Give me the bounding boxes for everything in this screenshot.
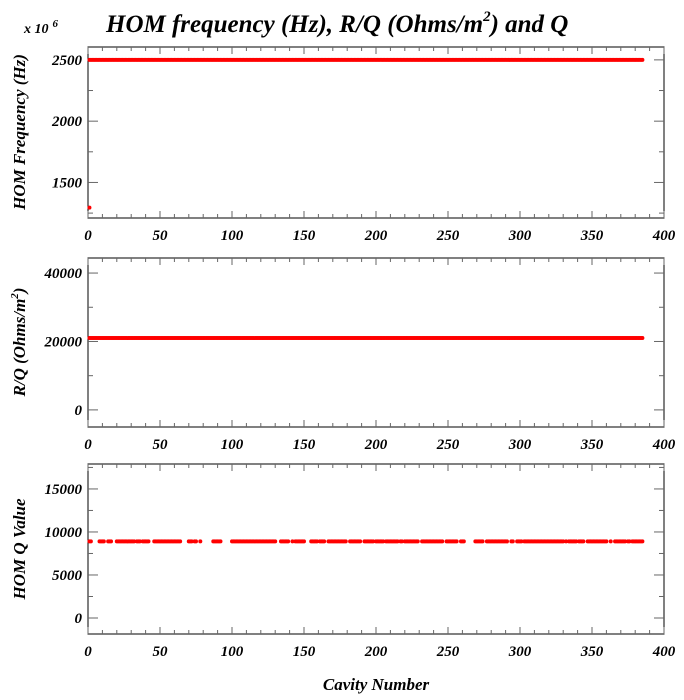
y-tick-label: 5000 bbox=[52, 568, 83, 584]
data-point-q bbox=[510, 539, 515, 544]
x-tick-label: 400 bbox=[652, 644, 676, 660]
data-point-q bbox=[415, 539, 420, 544]
data-point-rq bbox=[640, 336, 645, 341]
y-tick-label: 0 bbox=[75, 611, 83, 627]
data-point-q bbox=[505, 539, 510, 544]
x-tick-label: 350 bbox=[580, 228, 604, 244]
x-tick-label: 400 bbox=[652, 228, 676, 244]
data-point-q bbox=[88, 539, 93, 544]
y-axis-label-q: HOM Q Value bbox=[10, 498, 29, 601]
x-tick-label: 200 bbox=[364, 437, 388, 453]
chart-title: x 10 6 HOM frequency (Hz), R/Q (Ohms/m2) … bbox=[23, 9, 568, 38]
data-point-q bbox=[218, 539, 223, 544]
data-point-q bbox=[198, 539, 203, 544]
x-tick-label: 150 bbox=[293, 228, 316, 244]
data-point-q bbox=[302, 539, 306, 544]
data-point-q bbox=[146, 539, 151, 544]
data-point-q bbox=[454, 539, 459, 544]
data-point-q bbox=[561, 539, 566, 544]
data-point-outlier bbox=[87, 205, 92, 210]
data-point-q bbox=[440, 539, 445, 544]
x-tick-label: 350 bbox=[580, 644, 604, 660]
y-tick-label: 2000 bbox=[51, 114, 83, 130]
x-tick-label: 350 bbox=[580, 437, 604, 453]
x-tick-label: 250 bbox=[436, 644, 460, 660]
panel-q-value: 0 50 100 150 200 250 300 350 400 0 5000 10000 15000 bbox=[45, 463, 676, 660]
x-tick-label: 100 bbox=[221, 437, 244, 453]
plot-frame bbox=[87, 257, 665, 428]
x-tick-label: 150 bbox=[293, 644, 316, 660]
data-point-q bbox=[137, 539, 142, 544]
data-point-q bbox=[286, 539, 291, 544]
x-tick-label: 0 bbox=[84, 437, 92, 453]
y-tick-label: 0 bbox=[75, 403, 83, 419]
panel-r-over-q: 0 50 100 150 200 250 300 350 400 0 20000 40000 bbox=[44, 257, 676, 453]
data-point-q bbox=[608, 539, 613, 544]
x-tick-label: 400 bbox=[652, 437, 676, 453]
x-tick-label: 300 bbox=[508, 644, 532, 660]
data-point-q bbox=[604, 539, 609, 544]
data-point-frequency bbox=[640, 57, 645, 62]
data-point-q bbox=[189, 539, 194, 544]
data-point-q bbox=[101, 539, 106, 544]
data-point-q bbox=[640, 539, 645, 544]
data-point-q bbox=[564, 539, 569, 544]
data-point-q bbox=[194, 539, 198, 544]
data-point-q bbox=[178, 539, 183, 544]
x-tick-label: 0 bbox=[84, 644, 92, 660]
data-point-q bbox=[132, 539, 137, 544]
data-point-q bbox=[371, 539, 376, 544]
data-point-q bbox=[290, 539, 295, 544]
x-tick-label: 200 bbox=[364, 644, 388, 660]
x-tick-label: 250 bbox=[436, 437, 460, 453]
x-tick-label: 100 bbox=[221, 644, 244, 660]
plot-frame bbox=[87, 46, 665, 219]
data-point-q bbox=[395, 539, 400, 544]
panel-frequency: 0 50 100 150 200 250 300 350 400 1500 2000 2500 bbox=[51, 46, 676, 244]
y-axis-label-frequency: HOM Frequency (Hz) bbox=[10, 54, 29, 211]
data-point-q bbox=[399, 539, 404, 544]
x-tick-label: 300 bbox=[508, 437, 532, 453]
data-point-q bbox=[358, 539, 363, 544]
data-point-q bbox=[109, 539, 114, 544]
x-axis-label: Cavity Number bbox=[323, 675, 430, 694]
y-tick-label: 1500 bbox=[52, 175, 83, 191]
x-tick-label: 300 bbox=[508, 228, 532, 244]
data-point-q bbox=[574, 539, 579, 544]
x-tick-label: 100 bbox=[221, 228, 244, 244]
data-point-q bbox=[314, 539, 319, 544]
x-tick-label: 150 bbox=[293, 437, 316, 453]
data-point-q bbox=[461, 539, 466, 544]
x-tick-label: 200 bbox=[364, 228, 388, 244]
data-point-q bbox=[623, 539, 628, 544]
x-tick-label: 50 bbox=[153, 228, 169, 244]
data-point-q bbox=[519, 539, 524, 544]
x-tick-label: 50 bbox=[153, 437, 169, 453]
x-tick-label: 250 bbox=[436, 228, 460, 244]
y-axis-label-r-over-q: R/Q (Ohms/m2) bbox=[9, 288, 29, 398]
x-tick-label: 50 bbox=[153, 644, 169, 660]
data-point-q bbox=[480, 539, 485, 544]
x-tick-label: 0 bbox=[84, 228, 92, 244]
data-point-q bbox=[381, 539, 386, 544]
y-tick-label: 40000 bbox=[44, 266, 83, 282]
y-tick-label: 20000 bbox=[44, 334, 83, 350]
title: HOM frequency (Hz), R/Q (Ohms/m2) and Q bbox=[105, 9, 568, 38]
plot-frame bbox=[87, 463, 665, 635]
y-multiplier: x 10 6 bbox=[23, 18, 59, 37]
data-point-q bbox=[343, 539, 348, 544]
data-point-q bbox=[627, 539, 632, 544]
y-tick-label: 2500 bbox=[51, 53, 83, 69]
data-point-q bbox=[273, 539, 278, 544]
y-tick-label: 15000 bbox=[45, 482, 83, 498]
y-tick-label: 10000 bbox=[45, 525, 83, 541]
data-point-q bbox=[322, 539, 327, 544]
data-point-q bbox=[581, 539, 586, 544]
